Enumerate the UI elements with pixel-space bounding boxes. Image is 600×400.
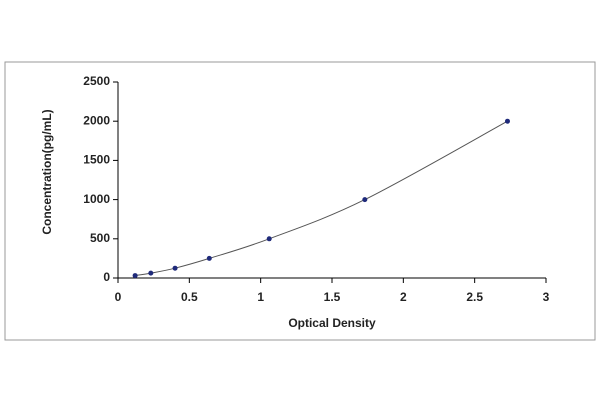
y-tick-label: 1500 (83, 153, 110, 167)
chart-frame (4, 61, 596, 341)
y-tick-label: 2000 (83, 113, 110, 127)
y-tick-label: 500 (90, 231, 110, 245)
data-point (148, 270, 154, 276)
x-tick-label: 0 (115, 290, 122, 304)
x-tick-label: 1 (257, 290, 264, 304)
data-point (504, 118, 510, 124)
y-tick-label: 0 (103, 270, 110, 284)
y-tick-label: 1000 (83, 192, 110, 206)
y-tick-label: 2500 (83, 74, 110, 88)
x-tick-label: 3 (543, 290, 550, 304)
data-point (132, 273, 138, 279)
data-point (172, 265, 178, 271)
x-tick-label: 0.5 (181, 290, 198, 304)
data-point (362, 197, 368, 203)
x-tick-label: 2 (400, 290, 407, 304)
data-point (206, 255, 212, 261)
x-tick-label: 1.5 (324, 290, 341, 304)
y-axis-label: Concentration(pg/mL) (40, 109, 54, 234)
x-axis-label: Optical Density (288, 316, 376, 330)
fit-curve (135, 120, 508, 277)
x-tick-label: 2.5 (466, 290, 483, 304)
data-point (266, 236, 272, 242)
